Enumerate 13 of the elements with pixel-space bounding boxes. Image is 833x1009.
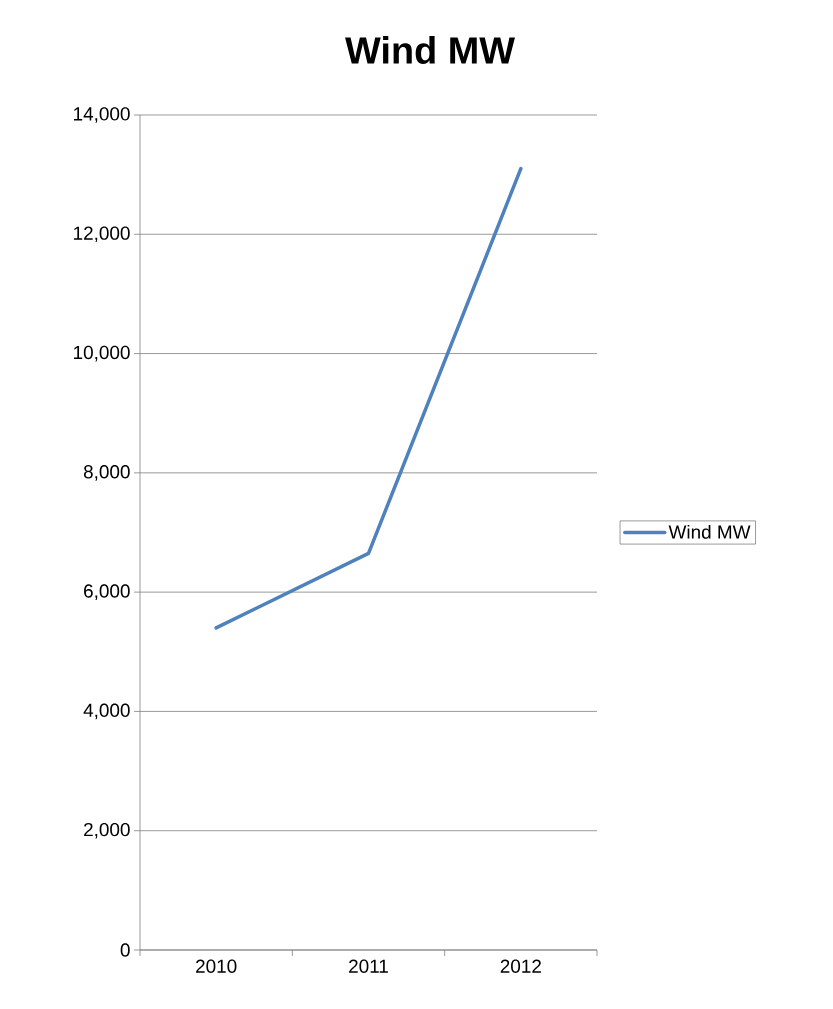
x-tick-label: 2012	[500, 959, 541, 973]
y-tick-label: 12,000	[74, 226, 130, 243]
x-tick-label: 2011	[349, 959, 388, 973]
chart-title: Wind MW	[345, 36, 515, 64]
y-tick-label: 6,000	[84, 584, 130, 600]
y-tick-label: 8,000	[83, 465, 130, 481]
y-tick-label: 4,000	[83, 703, 130, 720]
y-tick-label: 0	[120, 943, 130, 957]
x-tick-label: 2010	[196, 959, 237, 973]
y-tick-label: 2,000	[84, 822, 130, 839]
legend-label: Wind MW	[668, 524, 751, 539]
y-tick-label: 10,000	[74, 345, 130, 362]
y-tick-label: 14,000	[74, 107, 130, 123]
